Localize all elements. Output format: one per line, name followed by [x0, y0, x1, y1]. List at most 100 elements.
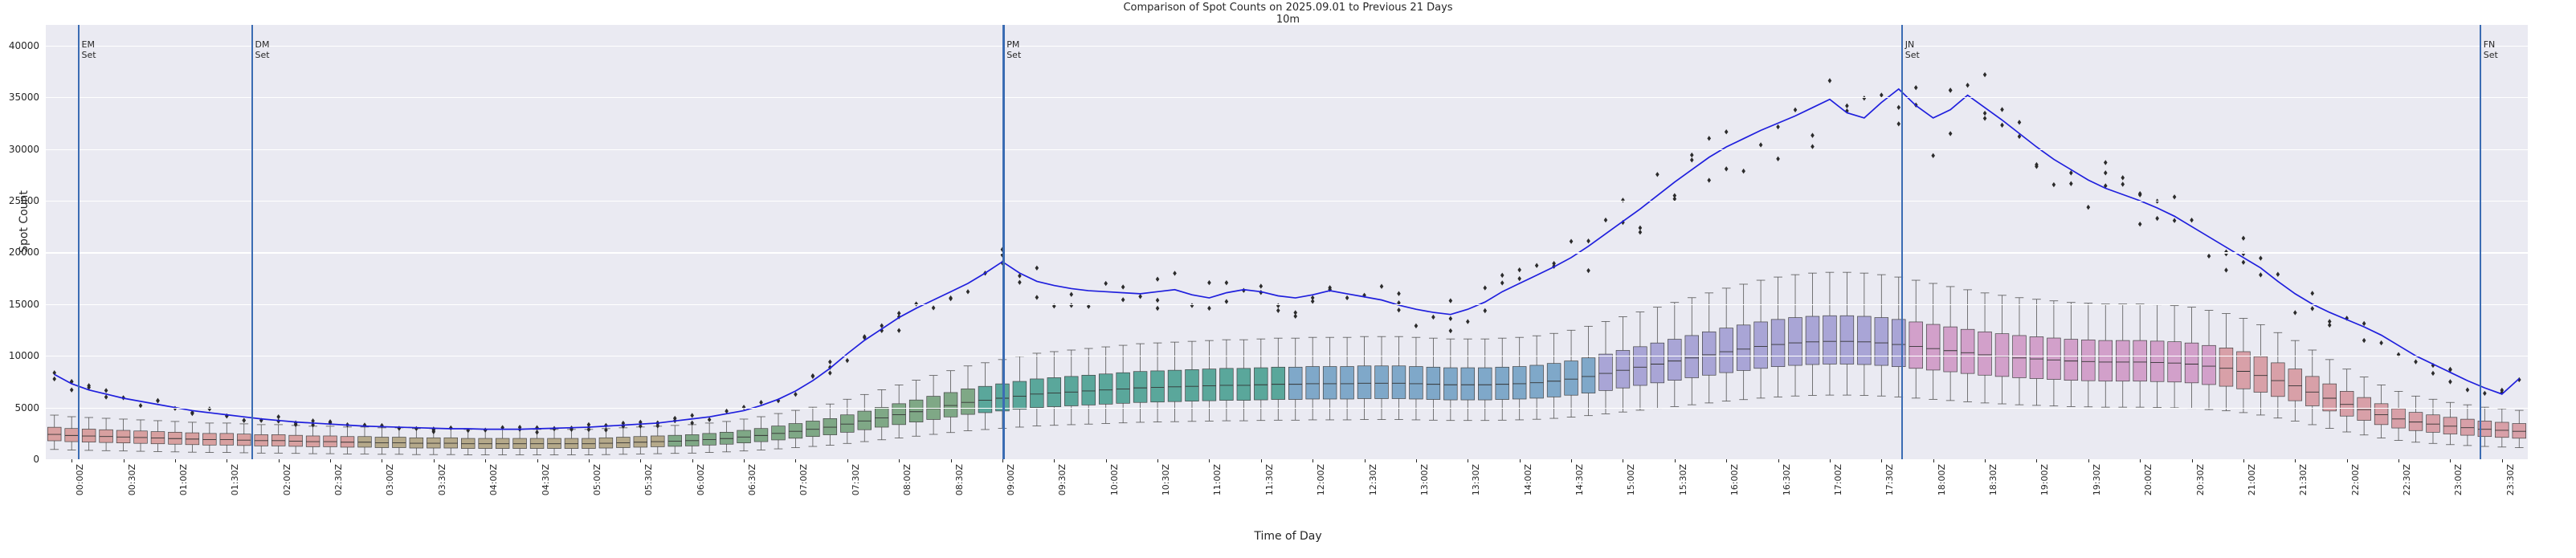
x-tick-label: 07:30Z: [850, 464, 861, 496]
annotation-label: DM Set: [255, 39, 270, 60]
x-tick-label: 22:30Z: [2402, 464, 2413, 496]
x-tick-label: 20:00Z: [2143, 464, 2154, 496]
x-tick-mark: [1985, 459, 1986, 462]
x-tick-mark: [174, 459, 176, 462]
annotation-label-line1: EM: [81, 39, 95, 50]
x-tick-mark: [1002, 459, 1003, 462]
x-tick-mark: [950, 459, 952, 462]
x-tick-label: 06:00Z: [695, 464, 706, 496]
x-tick-mark: [1571, 459, 1573, 462]
x-tick-label: 19:30Z: [2091, 464, 2102, 496]
annotation-label: FN Set: [2484, 39, 2498, 60]
x-tick-mark: [537, 459, 538, 462]
y-tick-label: 0: [33, 454, 39, 465]
x-tick-mark: [1829, 459, 1831, 462]
x-tick-label: 03:30Z: [436, 464, 447, 496]
gridline: [46, 149, 2528, 150]
gridline: [46, 200, 2528, 202]
gridline: [46, 252, 2528, 254]
annotation-vline: [77, 25, 80, 459]
x-tick-mark: [2501, 459, 2503, 462]
gridline: [46, 45, 2528, 47]
x-tick-label: 01:00Z: [178, 464, 189, 496]
x-tick-label: 05:00Z: [591, 464, 602, 496]
x-tick-mark: [71, 459, 73, 462]
x-tick-mark: [1157, 459, 1159, 462]
x-tick-label: 13:00Z: [1419, 464, 1430, 496]
x-tick-label: 13:30Z: [1471, 464, 1482, 496]
x-tick-label: 18:00Z: [1936, 464, 1947, 496]
x-tick-mark: [1881, 459, 1883, 462]
x-tick-label: 17:30Z: [1884, 464, 1896, 496]
x-tick-label: 08:30Z: [953, 464, 965, 496]
annotation-label: PM Set: [1006, 39, 1021, 60]
x-tick-mark: [899, 459, 900, 462]
annotation-label-line2: Set: [1904, 50, 1920, 60]
x-tick-label: 21:30Z: [2298, 464, 2309, 496]
x-tick-label: 01:30Z: [230, 464, 241, 496]
boxplot-series: [47, 271, 2526, 455]
x-tick-mark: [278, 459, 280, 462]
x-tick-label: 05:30Z: [643, 464, 655, 496]
x-tick-mark: [433, 459, 435, 462]
x-tick-label: 20:30Z: [2194, 464, 2206, 496]
x-tick-label: 08:00Z: [902, 464, 913, 496]
y-tick-label: 30000: [8, 143, 39, 155]
y-tick-label: 40000: [8, 39, 39, 51]
x-tick-mark: [588, 459, 590, 462]
y-tick-label: 20000: [8, 246, 39, 259]
annotation-label-line1: JN: [1904, 39, 1915, 50]
annotation-label-line1: PM: [1006, 39, 1020, 50]
x-tick-label: 15:00Z: [1626, 464, 1637, 496]
x-tick-mark: [2346, 459, 2348, 462]
x-tick-mark: [485, 459, 487, 462]
x-tick-mark: [744, 459, 745, 462]
today-line: [54, 88, 2520, 430]
x-tick-label: 06:30Z: [747, 464, 758, 496]
x-tick-mark: [1778, 459, 1779, 462]
x-tick-label: 10:00Z: [1108, 464, 1120, 496]
y-tick-label: 5000: [14, 401, 39, 413]
x-tick-label: 23:30Z: [2505, 464, 2516, 496]
y-tick-label: 35000: [8, 92, 39, 104]
annotation-vline: [1900, 25, 1904, 459]
x-tick-mark: [1209, 459, 1210, 462]
x-tick-mark: [1674, 459, 1676, 462]
x-tick-mark: [2243, 459, 2244, 462]
x-tick-mark: [1415, 459, 1417, 462]
x-tick-label: 21:00Z: [2246, 464, 2257, 496]
x-tick-mark: [2398, 459, 2400, 462]
x-tick-label: 16:30Z: [1781, 464, 1792, 496]
x-tick-label: 04:00Z: [488, 464, 500, 496]
gridline: [46, 97, 2528, 99]
x-tick-label: 11:30Z: [1264, 464, 1275, 496]
x-tick-label: 10:30Z: [1161, 464, 1172, 496]
annotation-label-line2: Set: [1006, 50, 1022, 60]
x-tick-mark: [1364, 459, 1366, 462]
x-tick-mark: [330, 459, 332, 462]
x-tick-mark: [1105, 459, 1107, 462]
title-block: Comparison of Spot Counts on 2025.09.01 …: [0, 2, 2576, 26]
x-tick-label: 11:00Z: [1212, 464, 1223, 496]
x-tick-label: 02:00Z: [281, 464, 292, 496]
x-tick-label: 14:00Z: [1522, 464, 1533, 496]
x-tick-label: 22:00Z: [2349, 464, 2361, 496]
x-tick-mark: [2191, 459, 2193, 462]
y-tick-label: 25000: [8, 194, 39, 206]
chart-subtitle: 10m: [1276, 14, 1300, 26]
x-tick-label: 16:00Z: [1729, 464, 1741, 496]
x-tick-mark: [1312, 459, 1314, 462]
x-tick-label: 00:00Z: [75, 464, 86, 496]
x-tick-mark: [123, 459, 125, 462]
x-tick-label: 17:00Z: [1832, 464, 1843, 496]
annotation-label: EM Set: [82, 39, 96, 60]
x-tick-mark: [2140, 459, 2141, 462]
x-tick-label: 07:00Z: [798, 464, 810, 496]
annotation-label-line1: DM: [255, 39, 270, 50]
annotation-label-line1: FN: [2483, 39, 2496, 50]
x-tick-label: 15:30Z: [1677, 464, 1688, 496]
x-tick-mark: [1726, 459, 1728, 462]
plot-area: EM Set DM Set PM Set JN Set FN Set: [46, 25, 2528, 459]
y-tick-label: 10000: [8, 350, 39, 362]
